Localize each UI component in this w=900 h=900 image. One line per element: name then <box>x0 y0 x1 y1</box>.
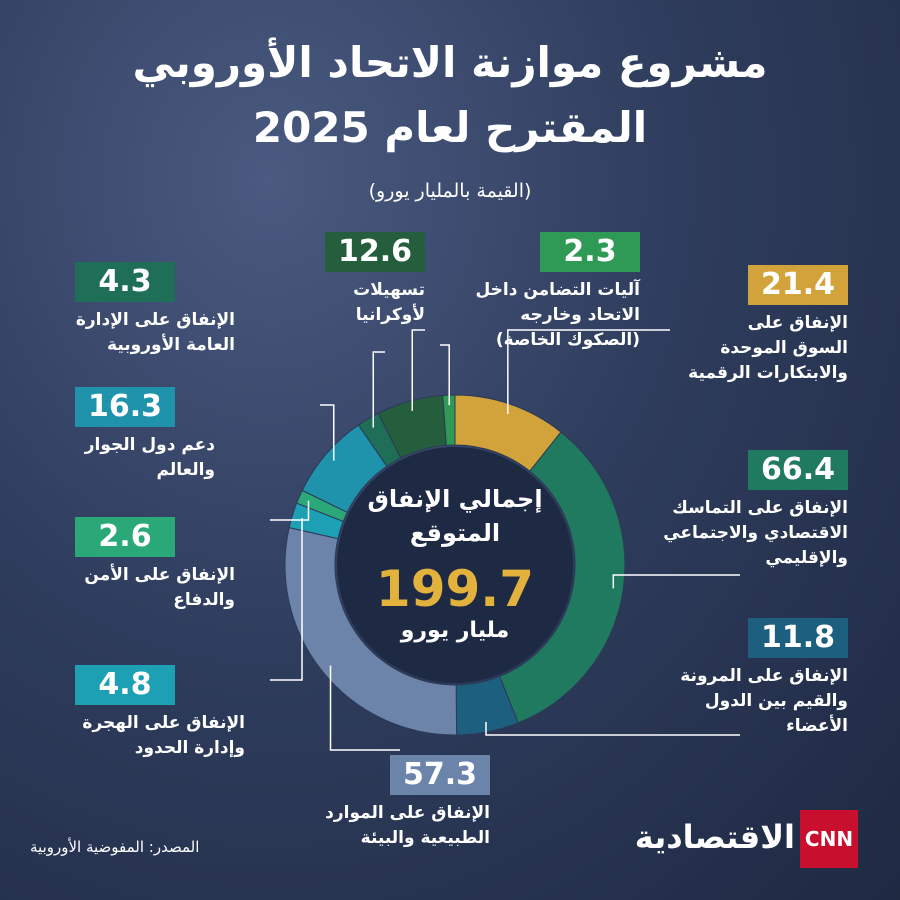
logo-name: الاقتصادية <box>634 818 795 856</box>
leader-line <box>329 665 400 751</box>
category-label: تسهيلات لأوكرانيا <box>353 280 425 325</box>
donut-segment <box>284 527 458 736</box>
value-label: 66.4 <box>748 450 848 490</box>
category-label: آليات التضامن داخل الاتحاد وخارجه (الصكو… <box>475 280 640 350</box>
value-label: 11.8 <box>748 618 848 658</box>
category-label: الإنفاق على الإدارة العامة الأوروبية <box>75 310 235 355</box>
leader-line <box>612 574 740 589</box>
category-label: الإنفاق على التماسك الاقتصادي والاجتماعي… <box>663 498 848 568</box>
segment-label: 12.6 تسهيلات لأوكرانيا <box>325 232 425 328</box>
leader-line <box>270 500 310 521</box>
subtitle: (القيمة بالمليار يورو) <box>368 180 532 202</box>
value-label: 21.4 <box>748 265 848 305</box>
category-label: الإنفاق على السوق الموحدة والابتكارات ال… <box>688 313 848 383</box>
value-label: 2.3 <box>540 232 640 272</box>
segment-label: 57.3 الإنفاق على الموارد الطبيعية والبيئة <box>320 755 490 851</box>
segment-label: 16.3 دعم دول الجوار والعالم <box>75 387 215 483</box>
segment-label: 21.4 الإنفاق على السوق الموحدة والابتكارا… <box>688 265 848 386</box>
value-label: 12.6 <box>325 232 425 272</box>
segment-label: 4.3 الإنفاق على الإدارة العامة الأوروبية <box>75 262 235 358</box>
segment-label: 66.4 الإنفاق على التماسك الاقتصادي والاجت… <box>648 450 848 571</box>
leader-line <box>440 344 450 406</box>
segment-label: 4.8 الإنفاق على الهجرة وإدارة الحدود <box>75 665 245 761</box>
title-line: المقترح لعام 2025 <box>252 103 648 152</box>
category-label: الإنفاق على الهجرة وإدارة الحدود <box>82 713 245 758</box>
leader-line <box>485 721 740 736</box>
source: المصدر: المفوضية الأوروبية <box>30 838 200 856</box>
center-label: إجمالي الإنفاق المتوقع <box>367 485 543 547</box>
leader-line <box>507 329 670 414</box>
donut-hole <box>337 447 573 683</box>
segment-label: 11.8 الإنفاق على المرونة والقيم بين الدول… <box>668 618 848 739</box>
title-line: مشروع موازنة الاتحاد الأوروبي <box>132 38 768 87</box>
category-label: الإنفاق على الأمن والدفاع <box>84 565 235 610</box>
leader-line <box>270 518 303 681</box>
donut-segment <box>442 394 456 446</box>
donut-segment <box>498 431 626 724</box>
leader-line <box>320 404 335 461</box>
total: 199.7 <box>375 560 535 618</box>
segment-label: 2.3 آليات التضامن داخل الاتحاد وخارجه (ال… <box>470 232 640 353</box>
value-label: 4.8 <box>75 665 175 705</box>
value-label: 16.3 <box>75 387 175 427</box>
leader-line <box>411 329 425 411</box>
leader-line <box>372 351 385 428</box>
value-label: 2.6 <box>75 517 175 557</box>
segment-label: 2.6 الإنفاق على الأمن والدفاع <box>75 517 235 613</box>
value-label: 4.3 <box>75 262 175 302</box>
value-label: 57.3 <box>390 755 490 795</box>
category-label: الإنفاق على الموارد الطبيعية والبيئة <box>325 803 490 848</box>
category-label: دعم دول الجوار والعالم <box>84 435 215 480</box>
logo-brand: CNN <box>800 810 858 868</box>
total-unit: مليار يورو <box>400 618 510 643</box>
category-label: الإنفاق على المرونة والقيم بين الدول الأ… <box>680 666 848 736</box>
